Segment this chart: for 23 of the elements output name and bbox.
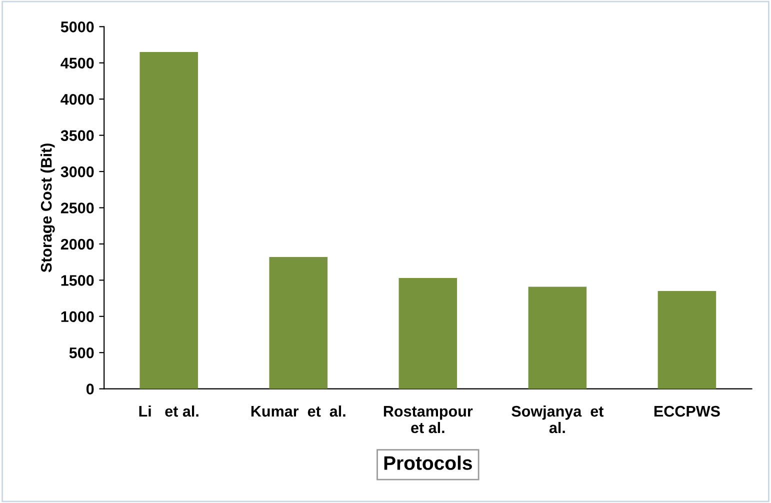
x-tick-label: Rostampour et al. xyxy=(384,406,473,434)
bar xyxy=(658,291,716,389)
y-tick-label: 3000 xyxy=(60,166,94,178)
y-tick-label: 5000 xyxy=(60,22,94,32)
bar xyxy=(269,256,328,389)
y-axis-title: Storage Cost (Bit) xyxy=(40,144,55,272)
y-tick-label: 2000 xyxy=(60,238,94,250)
x-axis-title: Protocols xyxy=(384,456,472,470)
y-tick-label: 0 xyxy=(86,384,94,395)
y-tick-label: 4500 xyxy=(60,58,94,69)
bar xyxy=(140,52,198,389)
x-tick-label: Li et al. xyxy=(139,405,198,417)
y-tick-label: 500 xyxy=(69,347,94,358)
y-tick-label: 2500 xyxy=(60,202,94,214)
bar xyxy=(528,286,587,389)
x-tick-label: Sowjanya et al. xyxy=(512,405,604,434)
x-tick-label: Kumar et al. xyxy=(251,405,346,417)
y-tick-label: 3500 xyxy=(60,130,94,142)
x-tick-label: ECCPWS xyxy=(654,406,720,417)
y-tick-label: 1500 xyxy=(61,275,94,286)
y-tick-label: 1000 xyxy=(61,311,94,322)
bar xyxy=(398,278,458,389)
y-tick-label: 4000 xyxy=(60,94,94,105)
